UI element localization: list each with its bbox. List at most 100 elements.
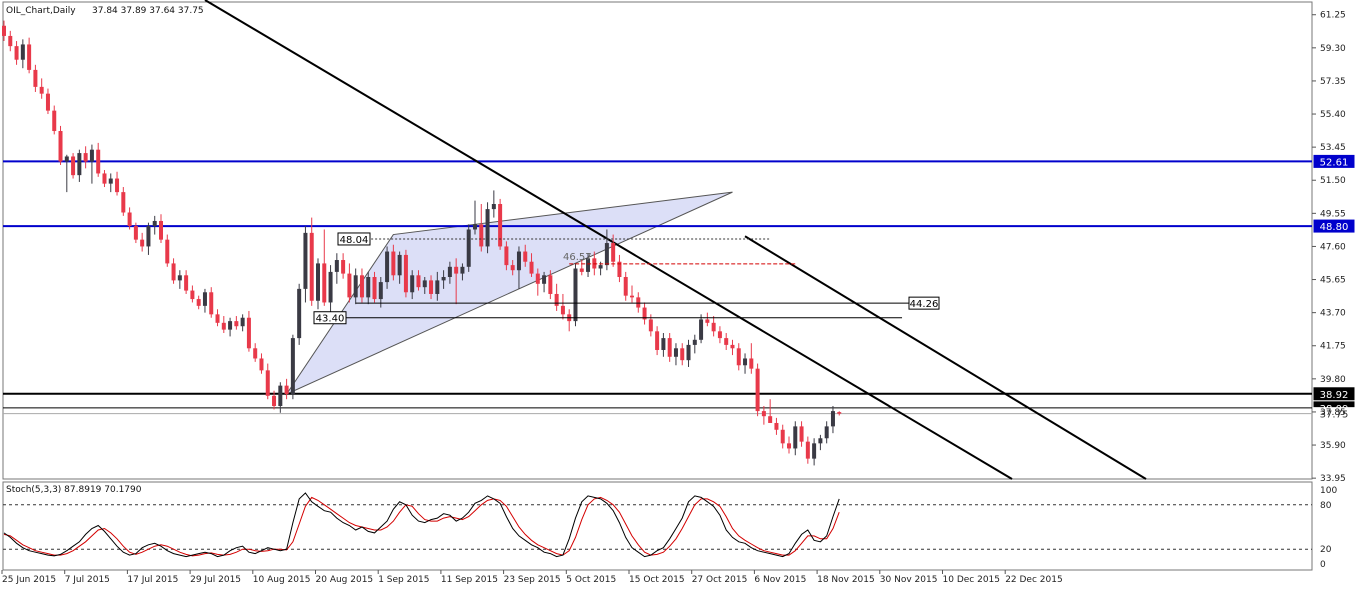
- candle-body: [724, 338, 729, 345]
- candle-body: [290, 338, 295, 395]
- candle-body: [673, 348, 678, 357]
- candle-body: [548, 275, 553, 294]
- candle-body: [328, 271, 333, 303]
- candle-body: [303, 232, 308, 289]
- candle-body: [473, 224, 477, 230]
- candle-body: [341, 260, 346, 274]
- candle-body: [554, 293, 559, 306]
- candle-body: [479, 224, 484, 247]
- candle-body: [397, 254, 402, 276]
- y-tick-label: 53.45: [1320, 143, 1346, 153]
- candle-body: [184, 275, 189, 291]
- candle-body: [272, 395, 277, 407]
- candle-body: [89, 149, 94, 162]
- candle-body: [711, 322, 716, 332]
- x-tick-label: 6 Nov 2015: [754, 575, 806, 585]
- candle-body: [736, 348, 741, 366]
- y-tick-label: 47.60: [1320, 242, 1346, 252]
- candle-body: [529, 261, 534, 274]
- candle-body: [692, 339, 697, 345]
- label-44: 44.26: [910, 299, 939, 310]
- x-tick-label: 22 Dec 2015: [1005, 575, 1062, 585]
- candle-body: [27, 44, 32, 70]
- candle-body: [359, 275, 364, 298]
- candle-body: [617, 261, 622, 277]
- candle-body: [8, 35, 13, 47]
- candle-body: [71, 156, 76, 176]
- candle-body: [730, 344, 735, 349]
- candle-body: [284, 385, 289, 395]
- candle-body: [234, 321, 239, 327]
- candle-body: [604, 243, 609, 266]
- candle-body: [447, 266, 452, 277]
- level-label: 52.61: [1320, 157, 1349, 168]
- candle-body: [837, 412, 842, 414]
- level-label: 48.80: [1320, 222, 1349, 233]
- x-tick-label: 18 Nov 2015: [817, 575, 875, 585]
- candle-body: [259, 358, 264, 371]
- y-tick-label: 37.85: [1320, 408, 1346, 418]
- y-tick-label: 59.30: [1320, 44, 1346, 54]
- x-tick-label: 30 Nov 2015: [880, 575, 938, 585]
- candle-body: [435, 280, 440, 294]
- candle-body: [579, 268, 584, 272]
- y-tick-label: 43.70: [1320, 309, 1346, 319]
- ohlc-readout: 37.84 37.89 37.64 37.75: [92, 6, 204, 16]
- candles: [2, 20, 842, 466]
- candle-body: [133, 226, 138, 240]
- candle-body: [265, 370, 270, 396]
- candle-body: [441, 276, 446, 281]
- x-tick-label: 25 Jun 2015: [2, 575, 56, 585]
- y-tick-label: 33.95: [1320, 474, 1346, 484]
- candle-body: [391, 251, 396, 276]
- candle-body: [209, 292, 214, 315]
- main-panel-border: [2, 1, 1313, 480]
- chart-frame: [2, 1, 1313, 571]
- candle-body: [787, 443, 791, 449]
- candle-body: [20, 44, 25, 60]
- candle-body: [190, 290, 195, 300]
- x-tick-label: 15 Oct 2015: [629, 575, 685, 585]
- candle-body: [33, 69, 38, 87]
- y-tick-label: 39.80: [1320, 375, 1346, 385]
- candle-body: [680, 348, 685, 361]
- candle-body: [316, 263, 320, 301]
- candle-body: [516, 251, 521, 271]
- candle-body: [309, 232, 314, 301]
- price-annotations: 48.04 43.40 44.26 46.57: [313, 232, 940, 325]
- trend-lines: [204, 0, 1147, 480]
- x-tick-label: 11 Sep 2015: [441, 575, 498, 585]
- stoch-tick-label: 20: [1320, 545, 1332, 555]
- candle-body: [403, 254, 408, 293]
- y-tick-label: 57.35: [1320, 77, 1346, 87]
- candle-body: [52, 110, 57, 132]
- candle-body: [278, 385, 283, 407]
- candle-body: [152, 220, 157, 227]
- candle-body: [573, 268, 578, 322]
- candle-body: [45, 93, 50, 111]
- candle-body: [385, 251, 390, 283]
- candle-body: [322, 263, 327, 303]
- candle-body: [146, 226, 151, 247]
- y-tick-label: 61.25: [1320, 11, 1346, 21]
- candle-body: [830, 411, 835, 427]
- y-tick-label: 35.90: [1320, 441, 1346, 451]
- stochastic-panel: 100 80 20 0: [3, 486, 1337, 570]
- candle-body: [485, 209, 490, 247]
- x-tick-label: 27 Oct 2015: [692, 575, 748, 585]
- label-43-box: [313, 311, 347, 325]
- label-44-box: [908, 296, 940, 310]
- y-tick-label: 55.40: [1320, 110, 1346, 120]
- candle-body: [165, 239, 170, 264]
- candle-body: [498, 204, 503, 247]
- candle-body: [799, 426, 804, 442]
- candle-body: [655, 331, 660, 350]
- label-43: 43.40: [316, 314, 345, 325]
- candle-body: [347, 273, 352, 298]
- candle-body: [202, 292, 207, 306]
- candle-body: [818, 438, 823, 444]
- candle-body: [636, 297, 641, 308]
- candle-body: [246, 317, 251, 349]
- candle-body: [648, 319, 653, 332]
- candle-body: [121, 192, 126, 213]
